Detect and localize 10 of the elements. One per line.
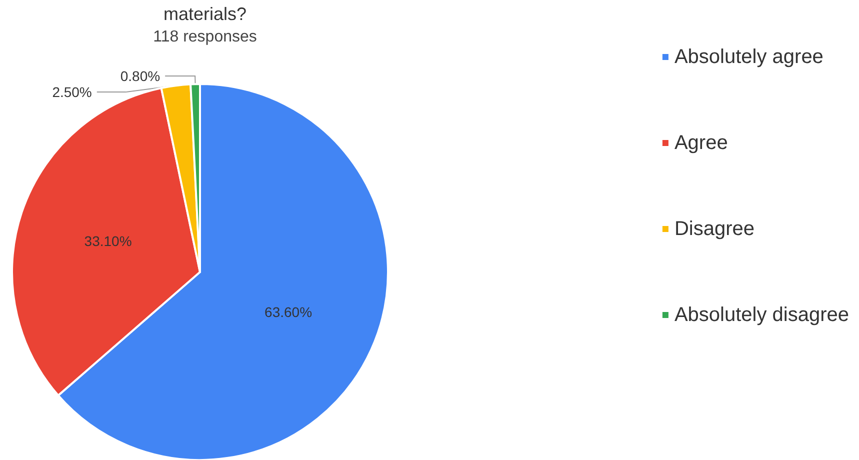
legend-label: Agree bbox=[674, 132, 728, 154]
legend-label: Disagree bbox=[674, 218, 754, 240]
legend-label: Absolutely agree bbox=[674, 46, 824, 68]
chart-subtitle: 118 responses bbox=[153, 28, 257, 46]
data-label: 33.10% bbox=[84, 233, 132, 250]
data-label: 2.50% bbox=[52, 84, 92, 100]
legend-label: Absolutely disagree bbox=[674, 304, 850, 326]
data-label: 63.60% bbox=[264, 304, 312, 320]
data-label: 0.80% bbox=[120, 68, 160, 84]
chart-title: materials? bbox=[163, 4, 247, 24]
